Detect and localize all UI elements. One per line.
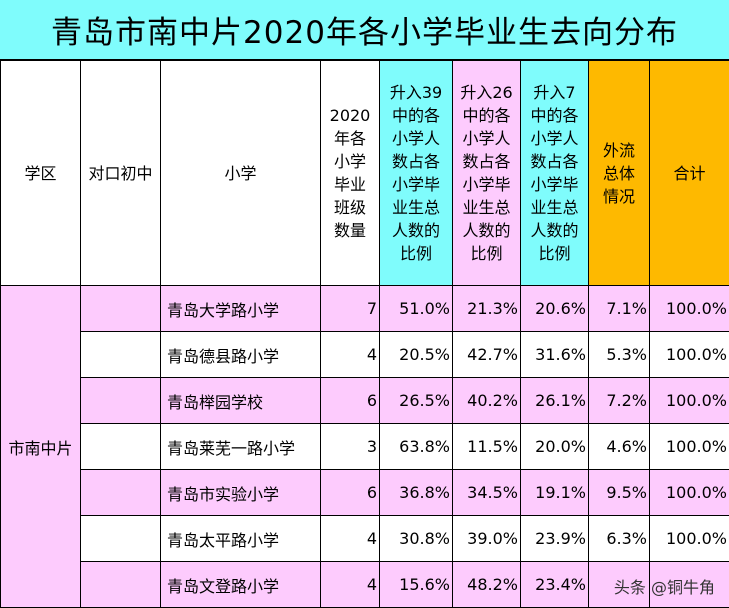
pct26-cell: 48.2% bbox=[452, 561, 521, 608]
classes-cell: 4 bbox=[320, 515, 380, 562]
pct39-cell: 30.8% bbox=[379, 515, 453, 562]
pct26-cell: 42.7% bbox=[452, 331, 521, 378]
pct39-cell: 26.5% bbox=[379, 377, 453, 424]
header-classes-lines: 2020 年各 小学 毕业 班级 数量 bbox=[329, 106, 371, 240]
page-title: 青岛市南中片2020年各小学毕业生去向分布 bbox=[0, 0, 729, 60]
pct7-cell: 23.9% bbox=[520, 515, 589, 562]
outflow-cell: 5.3% bbox=[588, 331, 650, 378]
school-cell: 青岛文登路小学 bbox=[160, 561, 321, 608]
school-cell: 青岛市实验小学 bbox=[160, 469, 321, 516]
pct7-cell: 20.6% bbox=[520, 285, 589, 332]
middle-school-cell bbox=[80, 423, 161, 470]
district-cell: 市南中片 bbox=[0, 285, 81, 608]
pct39-cell: 36.8% bbox=[379, 469, 453, 516]
total-cell: 100.0% bbox=[649, 515, 729, 562]
table-row: 青岛市实验小学 6 36.8% 34.5% 19.1% 9.5% 100.0% bbox=[0, 469, 729, 516]
pct7-cell: 23.4% bbox=[520, 561, 589, 608]
header-middle-school: 对口初中 bbox=[80, 60, 161, 286]
table-row: 市南中片 青岛大学路小学 7 51.0% 21.3% 20.6% 7.1% 10… bbox=[0, 285, 729, 608]
pct39-cell: 51.0% bbox=[379, 285, 453, 332]
total-cell: 100.0% bbox=[649, 423, 729, 470]
header-pct26-lines: 升入26 中的各 小学人 数占各 小学毕 业生总 人数的 比例 bbox=[460, 83, 513, 263]
total-cell bbox=[649, 561, 729, 608]
header-district: 学区 bbox=[0, 60, 81, 286]
pct26-cell: 40.2% bbox=[452, 377, 521, 424]
classes-cell: 4 bbox=[320, 561, 380, 608]
outflow-cell: 7.2% bbox=[588, 377, 650, 424]
watermark: 头条 @铜牛角 bbox=[613, 578, 715, 597]
pct39-cell: 63.8% bbox=[379, 423, 453, 470]
total-cell: 100.0% bbox=[649, 331, 729, 378]
header-pct7: 升入7 中的各 小学人 数占各 小学毕 业生总 人数的 比例 bbox=[520, 60, 589, 286]
pct26-cell: 21.3% bbox=[452, 285, 521, 332]
header-row: 学区 对口初中 小学 2020 年各 小学 毕业 班级 数量 升入39 中的各 小学人 数占各小… bbox=[0, 60, 729, 286]
header-outflow: 外流 总体 情况 bbox=[588, 60, 650, 286]
table-row: 青岛文登路小学 4 15.6% 48.2% 23.4% bbox=[0, 561, 729, 608]
school-cell: 青岛榉园学校 bbox=[160, 377, 321, 424]
total-cell: 100.0% bbox=[649, 469, 729, 516]
total-cell: 100.0% bbox=[649, 377, 729, 424]
classes-cell: 6 bbox=[320, 469, 380, 516]
pct7-cell: 19.1% bbox=[520, 469, 589, 516]
pct26-cell: 39.0% bbox=[452, 515, 521, 562]
pct7-cell: 26.1% bbox=[520, 377, 589, 424]
header-pct39: 升入39 中的各 小学人 数占各 小学毕 业生总 人数的 比例 bbox=[379, 60, 453, 286]
table-row: 青岛莱芜一路小学 3 63.8% 11.5% 20.0% 4.6% 100.0% bbox=[0, 423, 729, 470]
middle-school-cell bbox=[80, 515, 161, 562]
header-classes: 2020 年各 小学 毕业 班级 数量 bbox=[320, 60, 380, 286]
outflow-cell: 4.6% bbox=[588, 423, 650, 470]
outflow-cell: 7.1% bbox=[588, 285, 650, 332]
header-school: 小学 bbox=[160, 60, 321, 286]
school-cell: 青岛德县路小学 bbox=[160, 331, 321, 378]
outflow-cell: 6.3% bbox=[588, 515, 650, 562]
classes-cell: 6 bbox=[320, 377, 380, 424]
header-total: 合计 bbox=[649, 60, 729, 286]
table-row: 青岛德县路小学 4 20.5% 42.7% 31.6% 5.3% 100.0% bbox=[0, 331, 729, 378]
pct39-cell: 20.5% bbox=[379, 331, 453, 378]
header-outflow-lines: 外流 总体 情况 bbox=[602, 140, 635, 206]
header-pct7-lines: 升入7 中的各 小学人 数占各 小学毕 业生总 人数的 比例 bbox=[530, 83, 579, 263]
school-cell: 青岛大学路小学 bbox=[160, 285, 321, 332]
middle-school-cell bbox=[80, 469, 161, 516]
school-cell: 青岛太平路小学 bbox=[160, 515, 321, 562]
classes-cell: 7 bbox=[320, 285, 380, 332]
pct7-cell: 20.0% bbox=[520, 423, 589, 470]
pct39-cell: 15.6% bbox=[379, 561, 453, 608]
middle-school-cell bbox=[80, 377, 161, 424]
pct26-cell: 11.5% bbox=[452, 423, 521, 470]
school-cell: 青岛莱芜一路小学 bbox=[160, 423, 321, 470]
classes-cell: 4 bbox=[320, 331, 380, 378]
pct7-cell: 31.6% bbox=[520, 331, 589, 378]
header-pct39-lines: 升入39 中的各 小学人 数占各 小学毕 业生总 人数的 比例 bbox=[389, 83, 443, 263]
header-pct26: 升入26 中的各 小学人 数占各 小学毕 业生总 人数的 比例 bbox=[452, 60, 521, 286]
middle-school-cell bbox=[80, 561, 161, 608]
table-row: 青岛太平路小学 4 30.8% 39.0% 23.9% 6.3% 100.0% bbox=[0, 515, 729, 562]
table-row: 青岛榉园学校 6 26.5% 40.2% 26.1% 7.2% 100.0% bbox=[0, 377, 729, 424]
distribution-table: 学区 对口初中 小学 2020 年各 小学 毕业 班级 数量 升入39 中的各 小学人 数占各小… bbox=[0, 60, 729, 608]
middle-school-cell bbox=[80, 331, 161, 378]
classes-cell: 3 bbox=[320, 423, 380, 470]
pct26-cell: 34.5% bbox=[452, 469, 521, 516]
outflow-cell: 9.5% bbox=[588, 469, 650, 516]
middle-school-cell bbox=[80, 285, 161, 332]
total-cell: 100.0% bbox=[649, 285, 729, 332]
